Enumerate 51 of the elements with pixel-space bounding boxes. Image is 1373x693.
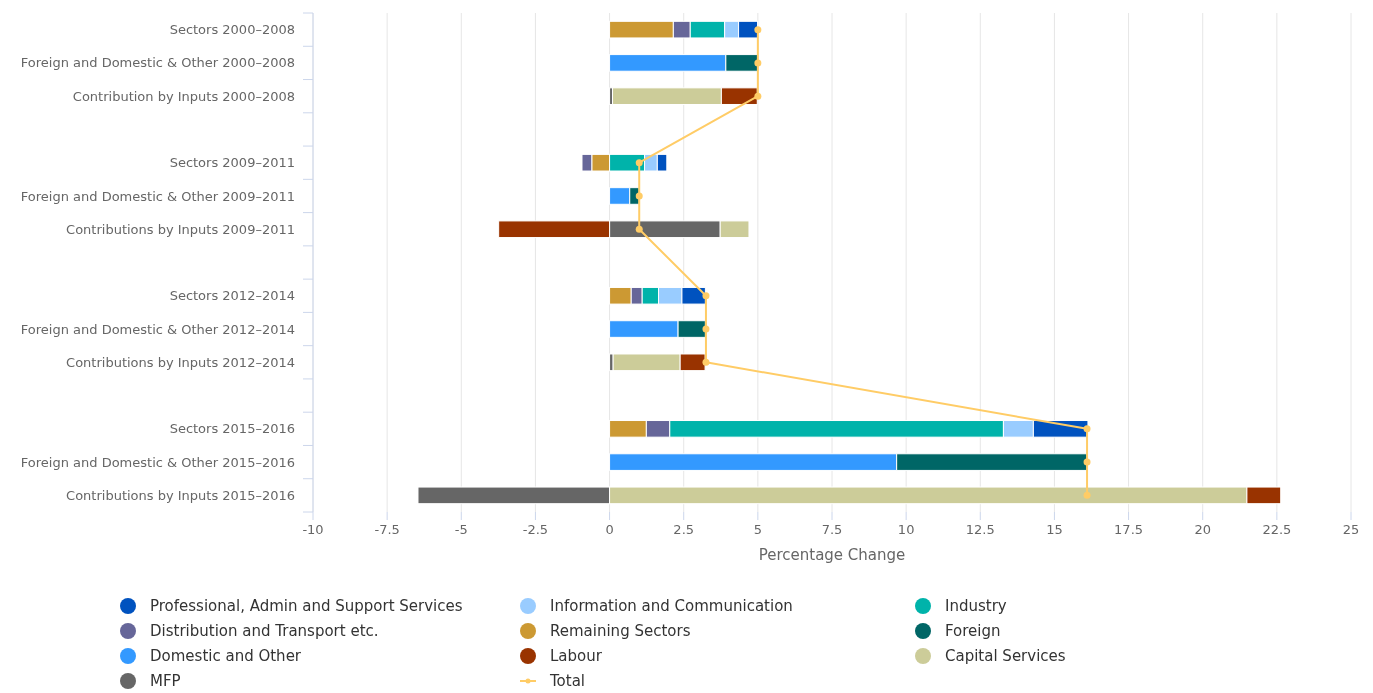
x-tick-label: 22.5 — [1262, 522, 1292, 537]
y-tick-label: Sectors 2009–2011 — [169, 155, 295, 171]
x-tick-label: 20 — [1194, 522, 1211, 537]
x-tick-label: 0 — [605, 522, 614, 537]
x-tick-label: 15 — [1046, 522, 1063, 537]
legend-label: Capital Services — [945, 647, 1066, 666]
y-tick-label: Sectors 2000–2008 — [169, 22, 295, 38]
x-tick-label: 17.5 — [1114, 522, 1144, 537]
y-tick-label: Foreign and Domestic & Other 2000–2008 — [20, 55, 295, 71]
x-tick-label: 10 — [897, 522, 915, 537]
x-tick-label: -2.5 — [522, 522, 549, 537]
point — [1083, 458, 1091, 466]
point — [754, 59, 762, 67]
point — [754, 92, 762, 100]
y-tick-label: Contributions by Inputs 2012–2014 — [66, 354, 295, 370]
legend-label: Professional, Admin and Support Services — [150, 597, 463, 616]
legend-label: Distribution and Transport etc. — [150, 622, 379, 641]
x-tick-label: -10 — [302, 522, 324, 537]
x-axis-title: Percentage Change — [758, 546, 906, 564]
y-tick-label: Foreign and Domestic & Other 2015–2016 — [20, 454, 295, 470]
point — [635, 192, 643, 200]
point — [1083, 491, 1091, 499]
point — [754, 26, 762, 34]
y-tick-label: Foreign and Domestic & Other 2012–2014 — [20, 321, 295, 337]
y-tick-label: Foreign and Domestic & Other 2009–2011 — [20, 188, 295, 204]
legend-label: Remaining Sectors — [550, 622, 691, 641]
point — [635, 225, 643, 233]
point — [702, 325, 710, 333]
x-tick-label: -5 — [454, 522, 468, 537]
legend-label: Foreign — [945, 622, 1001, 641]
legend-label: Industry — [945, 597, 1007, 616]
x-tick-label: 2.5 — [673, 522, 695, 537]
point — [702, 358, 710, 366]
legend-label: Labour — [550, 647, 603, 666]
y-tick-label: Contributions by Inputs 2009–2011 — [66, 221, 295, 237]
legend-label: Domestic and Other — [150, 647, 302, 666]
x-tick-label: 5 — [753, 522, 762, 537]
y-tick-label: Sectors 2015–2016 — [169, 421, 295, 437]
point — [635, 159, 643, 167]
y-tick-label: Contribution by Inputs 2000–2008 — [72, 88, 295, 104]
point — [1083, 425, 1091, 433]
legend-label: Information and Communication — [550, 597, 793, 616]
x-tick-label: 25 — [1342, 522, 1360, 537]
legend-label: Total — [549, 672, 586, 691]
legend-label: MFP — [150, 672, 181, 691]
x-tick-label: 7.5 — [821, 522, 843, 537]
y-tick-label: Contributions by Inputs 2015–2016 — [66, 487, 295, 503]
y-tick-label: Sectors 2012–2014 — [169, 288, 295, 304]
x-tick-label: -7.5 — [374, 522, 400, 537]
point — [702, 292, 710, 300]
x-tick-label: 12.5 — [965, 522, 995, 537]
